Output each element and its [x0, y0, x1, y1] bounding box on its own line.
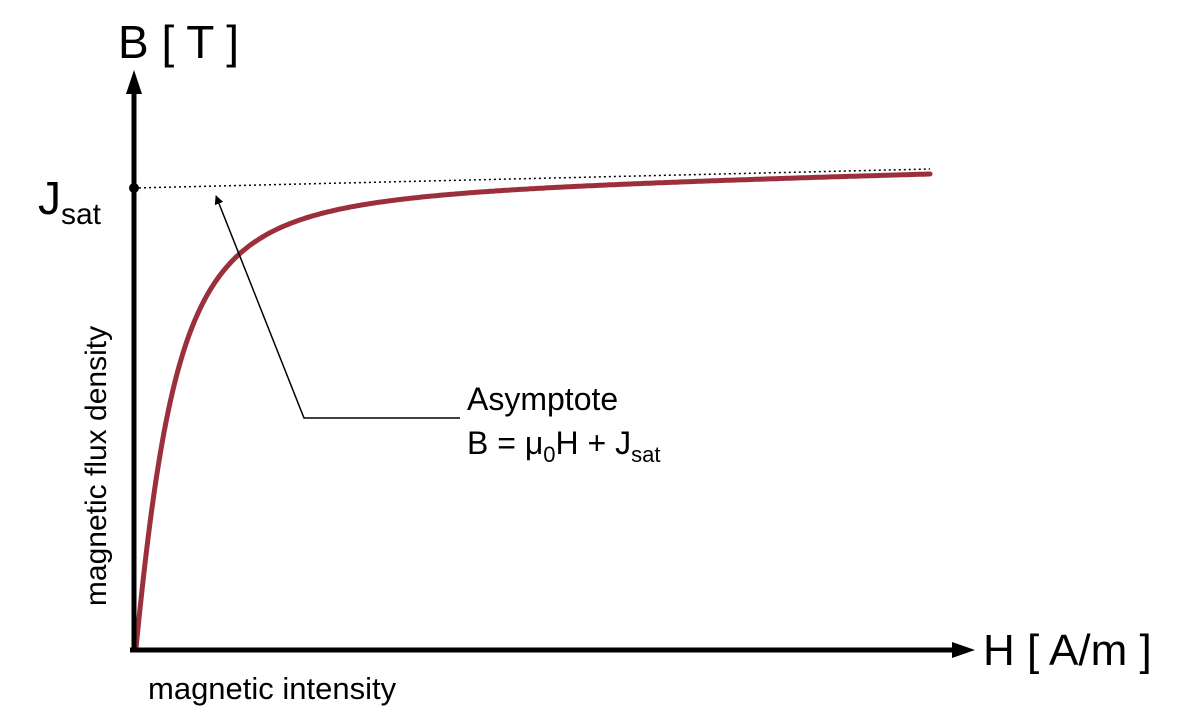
y-axis-quantity: magnetic flux density — [80, 326, 113, 606]
y-axis-arrowhead — [126, 70, 142, 94]
formula-jsat-subscript: sat — [631, 442, 660, 467]
magnetization-curve — [133, 171, 933, 651]
formula-mu-subscript: 0 — [543, 442, 555, 467]
jsat-marker-dot — [129, 183, 139, 193]
x-axis-quantity: magnetic intensity — [148, 671, 397, 706]
x-axis-symbol: H [ A/m ] — [983, 626, 1152, 675]
annotation-title: Asymptote — [467, 381, 618, 417]
jsat-label-sub: sat — [61, 198, 102, 231]
annotation-formula: B = μ0H + Jsat — [467, 425, 660, 467]
y-axis-symbol: B [ T ] — [118, 16, 239, 68]
x-axis-arrowhead — [952, 642, 975, 658]
formula-part-h: H + J — [556, 425, 632, 461]
jsat-label-main: J — [38, 172, 61, 224]
annotation-leader-line — [214, 195, 460, 419]
jsat-label: Jsat — [38, 172, 102, 231]
formula-part-b: B = μ — [467, 425, 543, 461]
